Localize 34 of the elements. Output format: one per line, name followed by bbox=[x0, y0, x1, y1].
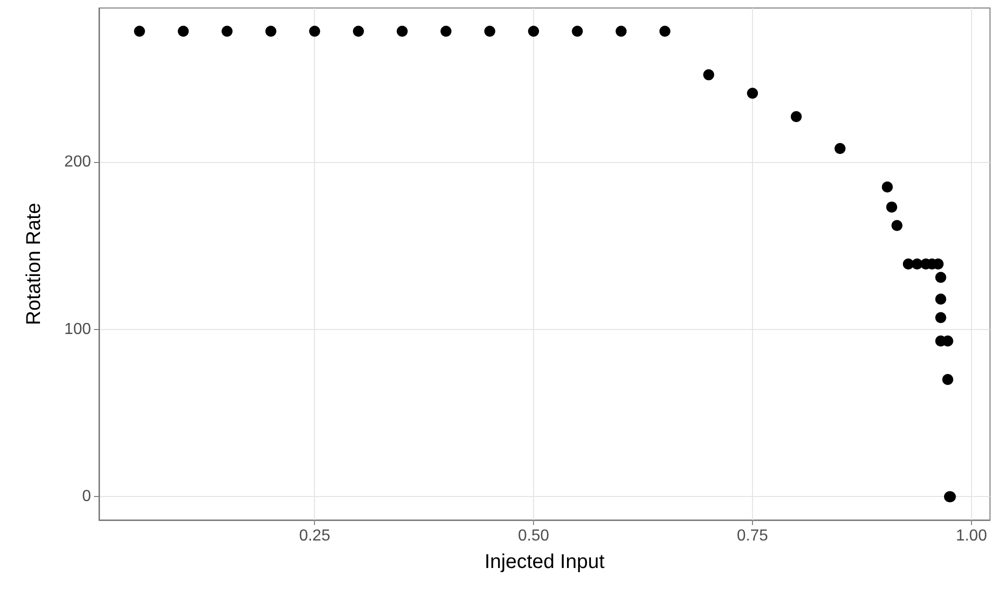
y-tick-label: 100 bbox=[64, 320, 92, 338]
x-tick-label: 0.75 bbox=[736, 528, 768, 544]
x-tick-label: 0.50 bbox=[518, 528, 550, 544]
x-tick-label: 0.25 bbox=[299, 528, 330, 544]
point bbox=[528, 26, 540, 37]
y-tick-label: 0 bbox=[82, 488, 92, 506]
point bbox=[616, 26, 627, 37]
point bbox=[746, 88, 758, 99]
point bbox=[222, 26, 233, 37]
point bbox=[882, 181, 893, 192]
point bbox=[891, 220, 902, 231]
point bbox=[178, 26, 189, 37]
y-axis-title: Rotation Rate bbox=[23, 202, 45, 326]
point bbox=[886, 202, 898, 213]
y-tick-label: 200 bbox=[64, 153, 92, 170]
point bbox=[912, 258, 923, 270]
point bbox=[396, 26, 408, 37]
point bbox=[942, 374, 954, 386]
point bbox=[265, 26, 276, 37]
x-axis-title: Injected Input bbox=[484, 551, 605, 573]
point bbox=[659, 26, 670, 37]
point bbox=[703, 69, 714, 80]
point bbox=[352, 26, 364, 37]
point bbox=[790, 111, 802, 122]
point bbox=[935, 272, 946, 283]
point bbox=[134, 26, 145, 37]
x-tick-label: 1.00 bbox=[956, 528, 988, 544]
point bbox=[935, 312, 946, 324]
point bbox=[309, 26, 320, 37]
point bbox=[484, 26, 496, 37]
point bbox=[935, 294, 946, 305]
point bbox=[440, 26, 452, 37]
point bbox=[572, 26, 583, 37]
point bbox=[834, 142, 846, 154]
